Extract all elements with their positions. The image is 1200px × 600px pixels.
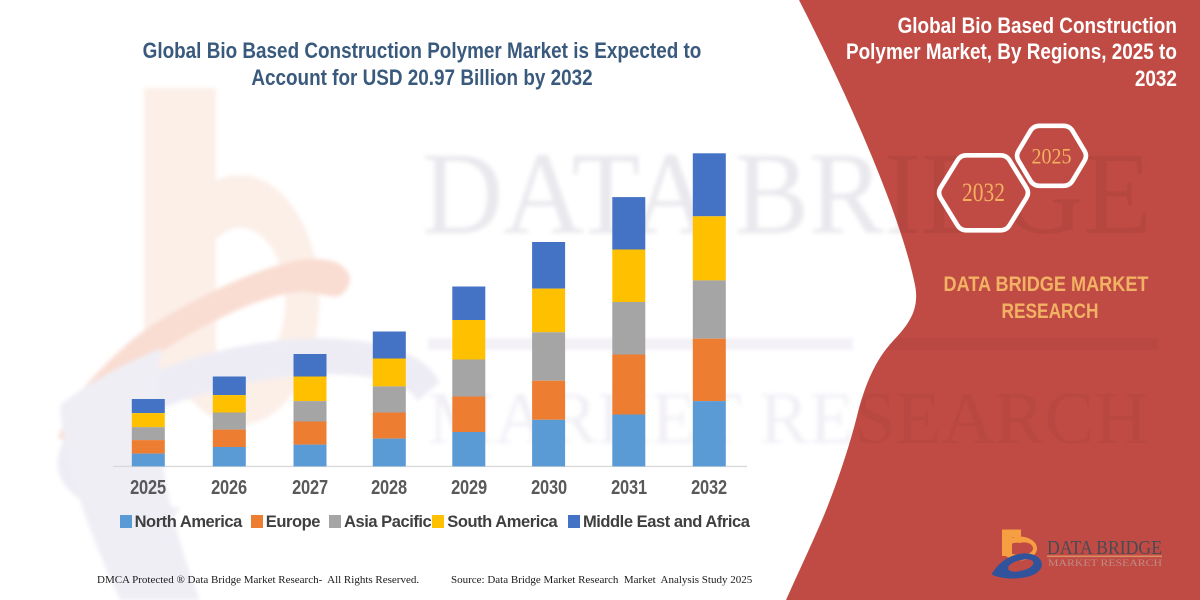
svg-text:DATA BRIDGE: DATA BRIDGE xyxy=(1047,537,1162,559)
svg-text:MARKET RESEARCH: MARKET RESEARCH xyxy=(1048,558,1163,568)
svg-text:2032: 2032 xyxy=(962,177,1005,207)
svg-text:RESEARCH: RESEARCH xyxy=(1002,299,1099,323)
svg-text:2025: 2025 xyxy=(1032,144,1072,169)
svg-text:DATA BRIDGE MARKET: DATA BRIDGE MARKET xyxy=(944,272,1149,296)
